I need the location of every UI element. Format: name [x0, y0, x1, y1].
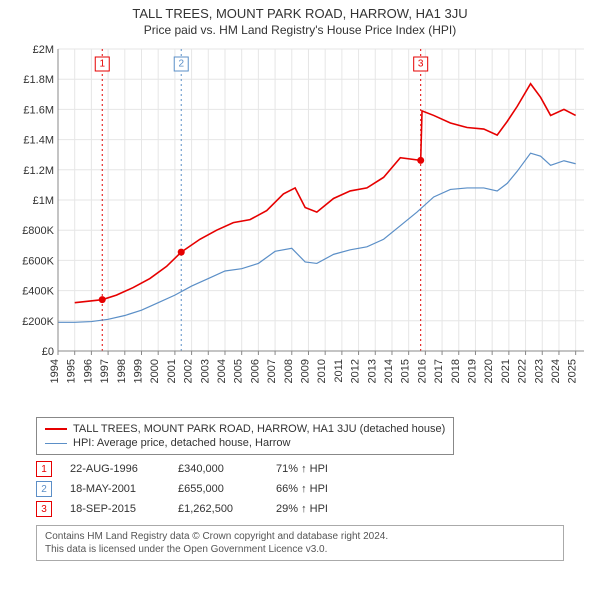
x-tick-label: 2004: [216, 359, 228, 383]
annotation-number: 1: [99, 59, 105, 70]
page-subtitle: Price paid vs. HM Land Registry's House …: [10, 23, 590, 37]
legend-label: TALL TREES, MOUNT PARK ROAD, HARROW, HA1…: [73, 423, 445, 435]
chart: £0 £200K £400K £600K £800K £1M £1.2M £1.4M £1.6M…: [10, 41, 590, 411]
y-tick-label: £1.8M: [23, 74, 54, 86]
sale-date: 18-MAY-2001: [70, 483, 160, 495]
y-tick-label: £1.4M: [23, 135, 54, 147]
y-tick-label: £1M: [33, 195, 54, 207]
legend-label: HPI: Average price, detached house, Harr…: [73, 437, 290, 449]
x-tick-label: 2022: [517, 359, 529, 383]
x-tick-label: 2006: [249, 359, 261, 383]
x-tick-label: 2009: [299, 359, 311, 383]
x-tick-label: 2017: [433, 359, 445, 383]
x-tick-label: 2018: [450, 359, 462, 383]
sale-date: 22-AUG-1996: [70, 463, 160, 475]
x-tick-label: 2010: [316, 359, 328, 383]
y-tick-label: £800K: [22, 225, 54, 237]
legend: TALL TREES, MOUNT PARK ROAD, HARROW, HA1…: [36, 417, 454, 455]
y-tick-label: £600K: [22, 255, 54, 267]
y-tick-label: £0: [42, 346, 54, 358]
x-tick-label: 1994: [49, 359, 61, 383]
sale-marker: [99, 296, 106, 303]
page-title: TALL TREES, MOUNT PARK ROAD, HARROW, HA1…: [10, 6, 590, 21]
sale-row: 1 22-AUG-1996 £340,000 71% ↑ HPI: [36, 459, 564, 479]
sale-number-box: 2: [36, 481, 52, 497]
x-tick-label: 2011: [333, 359, 345, 383]
x-tick-label: 2014: [383, 359, 395, 383]
x-tick-label: 2001: [166, 359, 178, 383]
sale-price: £1,262,500: [178, 503, 258, 515]
x-tick-label: 1996: [82, 359, 94, 383]
y-tick-label: £2M: [33, 44, 54, 56]
sale-row: 3 18-SEP-2015 £1,262,500 29% ↑ HPI: [36, 499, 564, 519]
footer-attribution: Contains HM Land Registry data © Crown c…: [36, 525, 564, 561]
x-tick-label: 2019: [466, 359, 478, 383]
x-tick-label: 1995: [66, 359, 78, 383]
legend-row: TALL TREES, MOUNT PARK ROAD, HARROW, HA1…: [45, 422, 445, 436]
x-tick-label: 2025: [567, 359, 579, 383]
footer-line-2: This data is licensed under the Open Gov…: [45, 543, 555, 556]
x-tick-label: 2002: [183, 359, 195, 383]
x-tick-label: 2013: [366, 359, 378, 383]
legend-row: HPI: Average price, detached house, Harr…: [45, 436, 445, 450]
x-tick-label: 1998: [116, 359, 128, 383]
x-tick-label: 2015: [400, 359, 412, 383]
sale-date: 18-SEP-2015: [70, 503, 160, 515]
sales-annotations: 1 22-AUG-1996 £340,000 71% ↑ HPI 2 18-MAY-200…: [36, 459, 564, 519]
series-line: [58, 153, 576, 322]
x-tick-label: 2024: [550, 359, 562, 383]
sale-price: £340,000: [178, 463, 258, 475]
x-tick-label: 2012: [350, 359, 362, 383]
x-tick-label: 2021: [500, 359, 512, 383]
x-tick-label: 2016: [416, 359, 428, 383]
y-tick-label: £400K: [22, 286, 54, 298]
sale-pct: 71% ↑ HPI: [276, 463, 366, 475]
sale-pct: 29% ↑ HPI: [276, 503, 366, 515]
x-tick-label: 1999: [132, 359, 144, 383]
legend-swatch: [45, 443, 67, 444]
sale-marker: [178, 249, 185, 256]
legend-swatch: [45, 428, 67, 430]
x-tick-label: 2020: [483, 359, 495, 383]
sale-pct: 66% ↑ HPI: [276, 483, 366, 495]
annotation-number: 3: [418, 59, 424, 70]
y-tick-label: £1.2M: [23, 165, 54, 177]
sale-number-box: 3: [36, 501, 52, 517]
sale-number-box: 1: [36, 461, 52, 477]
x-tick-label: 2023: [533, 359, 545, 383]
x-tick-label: 2003: [199, 359, 211, 383]
y-tick-label: £200K: [22, 316, 54, 328]
x-tick-label: 2008: [283, 359, 295, 383]
x-tick-label: 2000: [149, 359, 161, 383]
sale-row: 2 18-MAY-2001 £655,000 66% ↑ HPI: [36, 479, 564, 499]
footer-line-1: Contains HM Land Registry data © Crown c…: [45, 530, 555, 543]
annotation-number: 2: [178, 59, 184, 70]
sale-marker: [417, 157, 424, 164]
x-tick-label: 1997: [99, 359, 111, 383]
sale-price: £655,000: [178, 483, 258, 495]
x-tick-label: 2007: [266, 359, 278, 383]
x-tick-label: 2005: [233, 359, 245, 383]
y-tick-label: £1.6M: [23, 104, 54, 116]
